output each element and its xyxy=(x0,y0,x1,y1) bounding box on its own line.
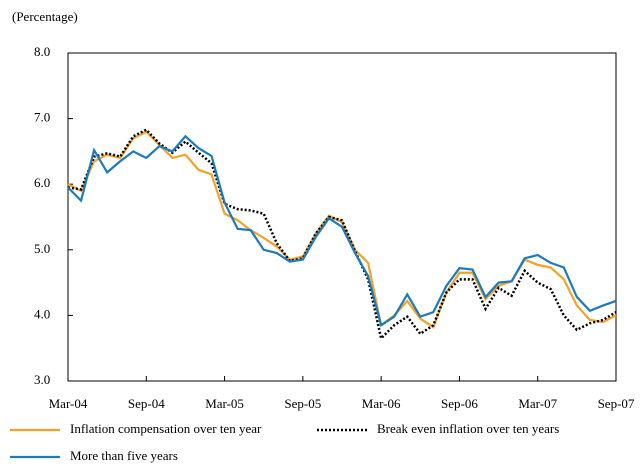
x-tick-label: Sep-04 xyxy=(128,396,165,411)
series-line xyxy=(67,128,617,341)
x-tick-label: Sep-06 xyxy=(441,396,478,411)
series-line xyxy=(67,130,617,329)
legend-label: More than five years xyxy=(70,448,178,463)
y-tick-label: 7.0 xyxy=(34,110,50,125)
y-tick-label: 4.0 xyxy=(34,306,50,321)
x-tick-label: Sep-07 xyxy=(598,396,635,411)
legend-label: Break even inflation over ten years xyxy=(377,421,559,436)
y-tick-label: 6.0 xyxy=(34,175,50,190)
series-line xyxy=(67,134,617,327)
legend-label: Inflation compensation over ten year xyxy=(70,421,262,436)
y-tick-label: 5.0 xyxy=(34,241,50,256)
y-axis-label: (Percentage) xyxy=(12,9,78,24)
plot-frame xyxy=(67,52,617,382)
x-tick-label: Mar-05 xyxy=(205,396,244,411)
x-tick-label: Mar-07 xyxy=(518,396,557,411)
x-tick-label: Sep-05 xyxy=(284,396,321,411)
y-tick-label: 8.0 xyxy=(34,44,50,59)
y-tick-label: 3.0 xyxy=(34,372,50,387)
x-tick-label: Mar-06 xyxy=(362,396,401,411)
x-tick-label: Mar-04 xyxy=(49,396,88,411)
